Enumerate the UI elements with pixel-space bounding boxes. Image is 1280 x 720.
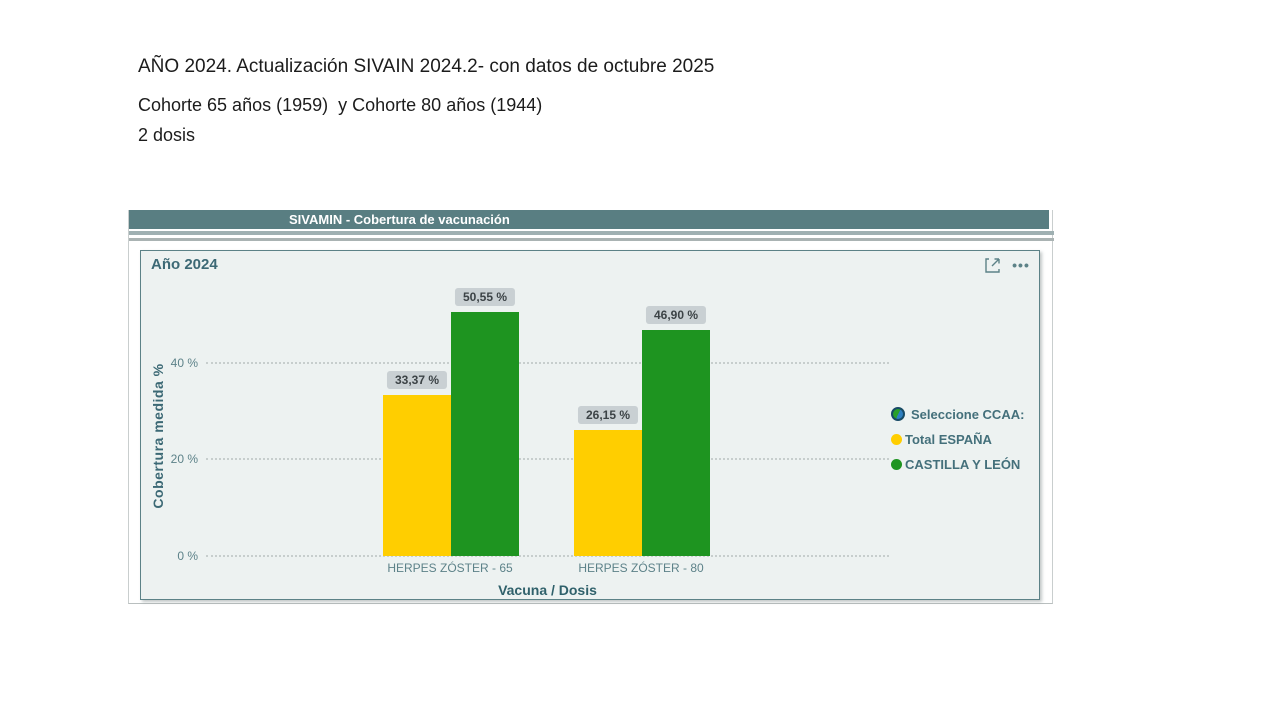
card-toolbar: ••• [983,255,1031,275]
data-label: 33,37 % [386,371,448,389]
bar-total-espana-hz65[interactable]: 33,37 % [383,371,451,556]
y-tick-40: 40 % [170,356,198,370]
gridline-20pct [206,458,889,460]
x-category-herpes-zoster-65: HERPES ZÓSTER - 65 [387,561,513,575]
focus-mode-icon[interactable] [983,255,1003,275]
report-header-bar: SIVAMIN - Cobertura de vacunación [129,210,1049,229]
bar-castilla-y-leon-hz80[interactable]: 46,90 % [642,306,710,556]
plot-area: 33,37 % 50,55 % 26,15 % 46,90 % [206,281,889,557]
page-title-line-1: AÑO 2024. Actualización SIVAIN 2024.2- c… [138,56,715,77]
y-tick-20: 20 % [170,452,198,466]
y-axis-title: Cobertura medida % [150,363,166,509]
globe-icon [891,407,905,421]
data-label: 46,90 % [645,306,707,324]
page-title-line-3: 2 dosis [138,125,196,145]
y-tick-0: 0 % [177,549,198,563]
legend-swatch-yellow [891,433,902,445]
scrollbar-track-bottom [129,238,1054,241]
legend-swatch-green [891,458,902,470]
legend: Seleccione CCAA: Total ESPAÑA CASTILLA Y… [891,404,1024,479]
gridline-40pct [206,362,889,364]
horizontal-scrollbar[interactable] [129,229,1054,243]
bar-castilla-y-leon-hz65[interactable]: 50,55 % [451,288,519,556]
chart-card: Año 2024 ••• Cobertura medida % 40 % 20 … [140,250,1040,600]
page-title-line-2: Cohorte 65 años (1959) y Cohorte 80 años… [138,95,543,115]
data-label: 50,55 % [454,288,516,306]
chart-title: Año 2024 [151,256,218,273]
data-label: 26,15 % [577,406,639,424]
more-options-icon[interactable]: ••• [1012,257,1030,273]
legend-item-total-espana[interactable]: Total ESPAÑA [891,429,1024,449]
legend-title-row: Seleccione CCAA: [891,404,1024,424]
scrollbar-track-top [129,231,1054,235]
gridline-0pct [206,555,889,557]
legend-title: Seleccione CCAA: [911,406,1025,422]
x-axis-title: Vacuna / Dosis [498,582,597,598]
bar-total-espana-hz80[interactable]: 26,15 % [574,406,642,556]
legend-item-castilla-y-leon[interactable]: CASTILLA Y LEÓN [891,454,1024,474]
x-category-herpes-zoster-80: HERPES ZÓSTER - 80 [578,561,704,575]
